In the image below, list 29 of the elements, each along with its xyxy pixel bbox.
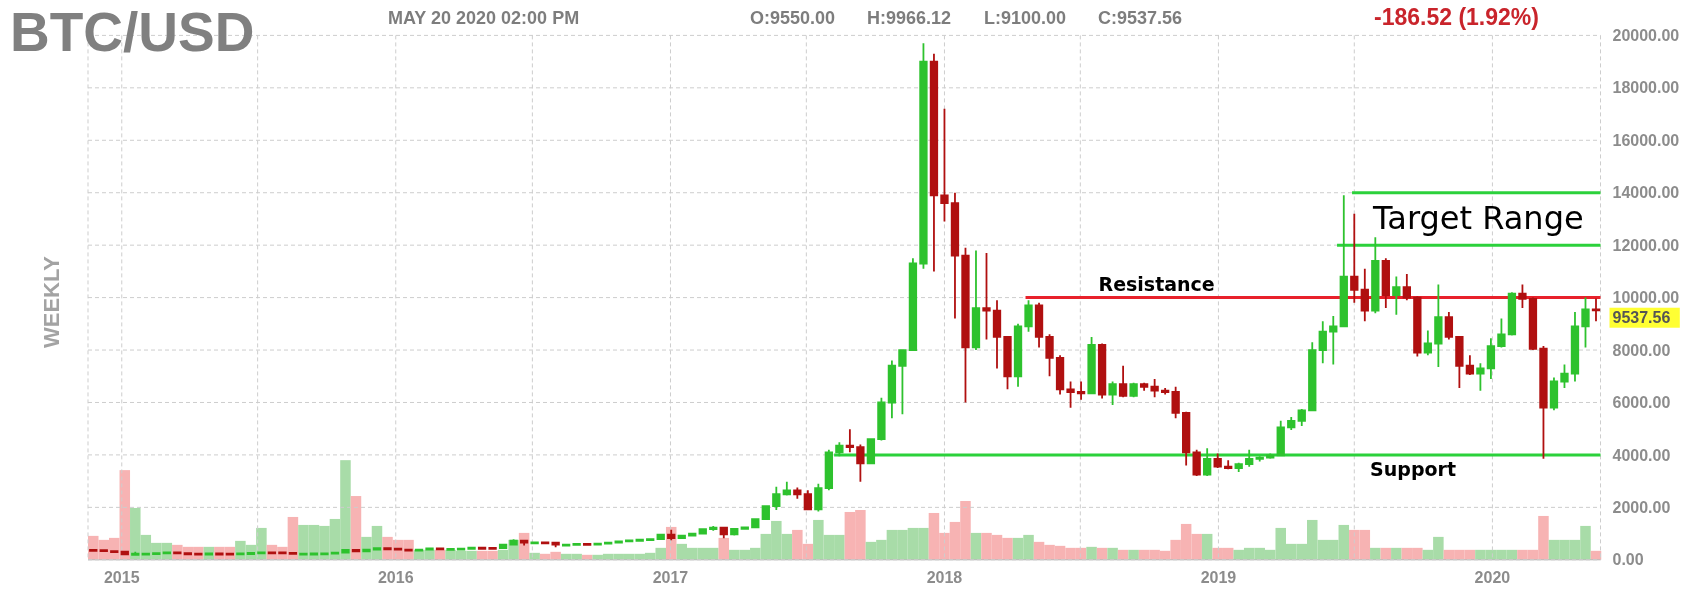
y-tick-label: 16000.00 [1612,131,1680,149]
series-label: Resistance [1098,272,1215,295]
series-label: Support [1370,457,1457,480]
y-tick-label: 4000.00 [1612,446,1671,464]
text: C:9537.56 [1098,7,1183,28]
y-tick-label: 14000.00 [1612,184,1680,202]
chart-subtitle: MAY 20 2020 02:00 PM [388,7,580,28]
y-tick-label: 8000.00 [1612,341,1671,359]
text: WEEKLY [39,255,65,349]
series-label: Target Range [1372,199,1584,238]
y-tick-label: 10000.00 [1612,289,1680,307]
x-tick-label: 2016 [377,569,414,586]
x-tick-label: 2020 [1474,569,1511,586]
x-tick-label: 2018 [926,569,963,586]
text: O:9550.00 [750,7,836,28]
y-tick-label: 20000.00 [1612,27,1680,44]
chart-title: BTC/USD [10,1,255,63]
text: -186.52 (1.92%) [1374,4,1539,30]
x-tick-label: 2015 [103,569,140,586]
y-tick-label: 12000.00 [1612,236,1680,254]
y-tick-label: 0.00 [1612,551,1644,569]
text: L:9100.00 [984,7,1067,28]
x-tick-label: 2017 [652,569,689,586]
y-tick-label: 18000.00 [1612,79,1680,97]
x-tick-label: 2019 [1200,569,1237,586]
y-tick-label: 6000.00 [1612,394,1671,412]
y-tick-label: 2000.00 [1612,498,1671,516]
text: 9537.56 [1612,309,1671,327]
text: H:9966.12 [867,7,952,28]
